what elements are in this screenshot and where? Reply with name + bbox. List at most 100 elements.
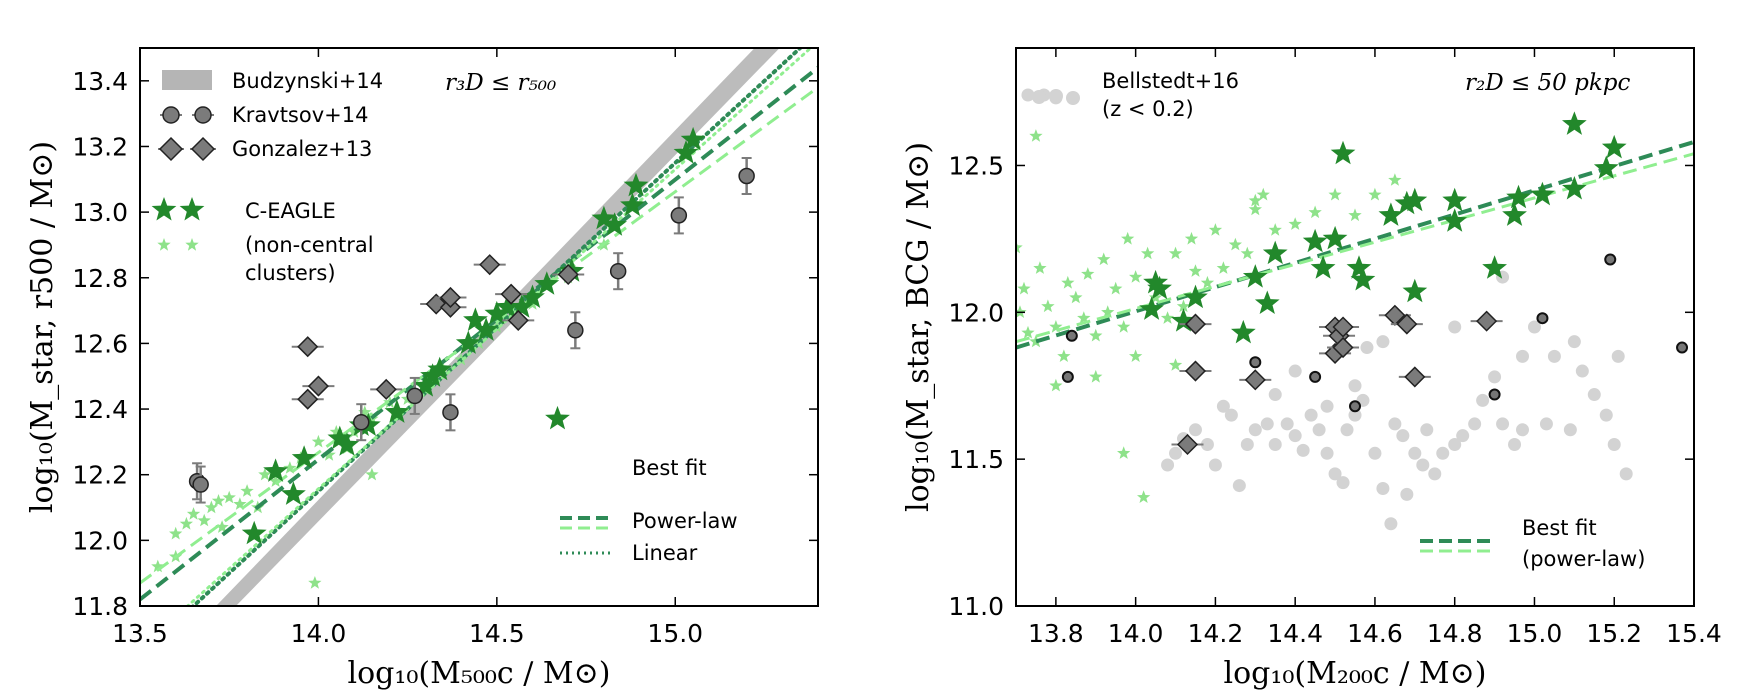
gonzalez-point xyxy=(1184,360,1207,382)
bellstedt-point xyxy=(1575,364,1589,378)
bellstedt-point xyxy=(1539,417,1553,431)
bellstedt-point xyxy=(1240,437,1254,451)
bellstedt-point xyxy=(1516,423,1530,437)
x-tick-label: 14.5 xyxy=(469,619,525,648)
bellstedt-point xyxy=(1161,458,1175,472)
ceagle-star xyxy=(1530,181,1555,206)
noncentral-star xyxy=(1129,349,1143,362)
bellstedt-point xyxy=(1396,429,1410,443)
noncentral-star xyxy=(179,516,193,530)
y-tick-label: 13.0 xyxy=(72,198,128,227)
bellstedt-point xyxy=(1348,379,1362,393)
y-tick-label: 11.8 xyxy=(72,592,128,621)
ceagle-star xyxy=(1601,134,1627,159)
gonzalez-point xyxy=(439,286,462,309)
gonzalez-point xyxy=(1244,369,1266,391)
noncentral-star xyxy=(186,507,201,520)
ceagle-star xyxy=(1442,208,1468,232)
noncentral-star xyxy=(1089,328,1103,342)
noncentral-star xyxy=(1268,223,1282,236)
bellstedt-dark-point xyxy=(1065,329,1078,342)
left-panel: 13.5 14.0 14.5 15.0 11.8 12.0 12.2 12.4 12.6 12.8… xyxy=(25,47,819,691)
right-panel: 13.8 14.0 14.2 14.4 14.6 14.8 15.0 15.2 15.4 11.0… xyxy=(901,47,1722,691)
bellstedt-point xyxy=(1448,320,1462,334)
legend-noncentral-star xyxy=(157,238,171,251)
legend-bellstedt-z: (z < 0.2) xyxy=(1102,97,1194,121)
noncentral-star xyxy=(322,448,336,461)
legend-noncentral-1: (non-central xyxy=(245,233,374,257)
noncentral-star xyxy=(1049,320,1063,333)
noncentral-star xyxy=(1033,261,1047,274)
ceagle-star xyxy=(1482,255,1507,279)
y-tick-label: 11.5 xyxy=(948,445,1004,474)
ceagle-star xyxy=(623,172,649,197)
noncentral-star xyxy=(1061,275,1075,289)
bellstedt-point xyxy=(1268,437,1282,451)
bellstedt-point xyxy=(1248,423,1262,437)
bellstedt-point xyxy=(1400,487,1414,501)
ceagle-star xyxy=(1562,111,1587,135)
ceagle-star xyxy=(327,425,353,450)
noncentral-star xyxy=(1017,281,1031,295)
gonzalez-point xyxy=(297,388,319,410)
noncentral-star xyxy=(233,497,247,510)
fit-line xyxy=(140,86,818,585)
bellstedt-dark-point xyxy=(1309,370,1322,383)
bellstedt-point xyxy=(1384,517,1398,531)
legend-budzynski: Budzynski+14 xyxy=(232,69,383,93)
ceagle-star xyxy=(545,405,570,430)
bellstedt-point xyxy=(1268,388,1282,402)
noncentral-star xyxy=(1117,320,1131,333)
ceagle-star xyxy=(1562,176,1587,200)
ceagle-star xyxy=(281,481,306,505)
ceagle-star xyxy=(1378,202,1404,226)
noncentral-star xyxy=(1188,264,1203,277)
fit-line xyxy=(185,48,813,606)
ceagle-star xyxy=(1231,319,1256,344)
legend-ceagle-star xyxy=(179,197,205,221)
y-tick-label: 12.2 xyxy=(72,461,128,490)
right-plot-frame xyxy=(1015,47,1695,607)
bellstedt-point xyxy=(1468,417,1482,431)
ceagle-star xyxy=(1143,269,1168,294)
bellstedt-point xyxy=(1508,437,1522,451)
y-tick-label: 12.0 xyxy=(948,298,1004,327)
ceagle-star xyxy=(520,284,545,308)
bellstedt-point xyxy=(1416,458,1430,472)
left-ylabel: log₁₀(M_star, r500 / M⊙) xyxy=(25,141,60,513)
bellstedt-point xyxy=(1304,408,1318,422)
legend-bestfit-title-right: Best fit xyxy=(1522,516,1597,540)
gonzalez-point xyxy=(1184,313,1207,335)
kravtsov-point xyxy=(609,262,627,280)
x-tick-label: 14.4 xyxy=(1267,619,1323,648)
bellstedt-point xyxy=(1328,467,1342,481)
bellstedt-point xyxy=(1599,408,1613,422)
ceagle-star xyxy=(1310,255,1336,279)
noncentral-star xyxy=(1137,490,1151,503)
noncentral-star xyxy=(1248,202,1262,216)
bellstedt-point xyxy=(1619,467,1633,481)
bellstedt-point xyxy=(1336,476,1350,490)
noncentral-star xyxy=(1160,311,1175,324)
noncentral-star xyxy=(1256,187,1270,201)
noncentral-star xyxy=(1109,281,1123,295)
ceagle-star xyxy=(591,205,617,230)
kravtsov-point xyxy=(738,167,755,185)
x-tick-label: 14.8 xyxy=(1427,619,1483,648)
noncentral-star xyxy=(347,425,361,438)
legend-bestfit-title-left: Best fit xyxy=(632,456,707,480)
noncentral-star xyxy=(358,405,372,418)
x-tick-label: 14.0 xyxy=(1108,619,1164,648)
legend-linear: Linear xyxy=(632,541,698,565)
noncentral-star xyxy=(211,494,226,507)
noncentral-star xyxy=(329,425,343,438)
ceagle-star xyxy=(463,307,488,331)
noncentral-star xyxy=(240,484,254,497)
ceagle-star xyxy=(1346,255,1372,279)
bellstedt-point xyxy=(1448,437,1462,451)
noncentral-star xyxy=(1248,193,1262,207)
ceagle-star xyxy=(1402,187,1428,212)
bellstedt-point xyxy=(1587,388,1601,402)
gonzalez-point xyxy=(507,309,529,331)
